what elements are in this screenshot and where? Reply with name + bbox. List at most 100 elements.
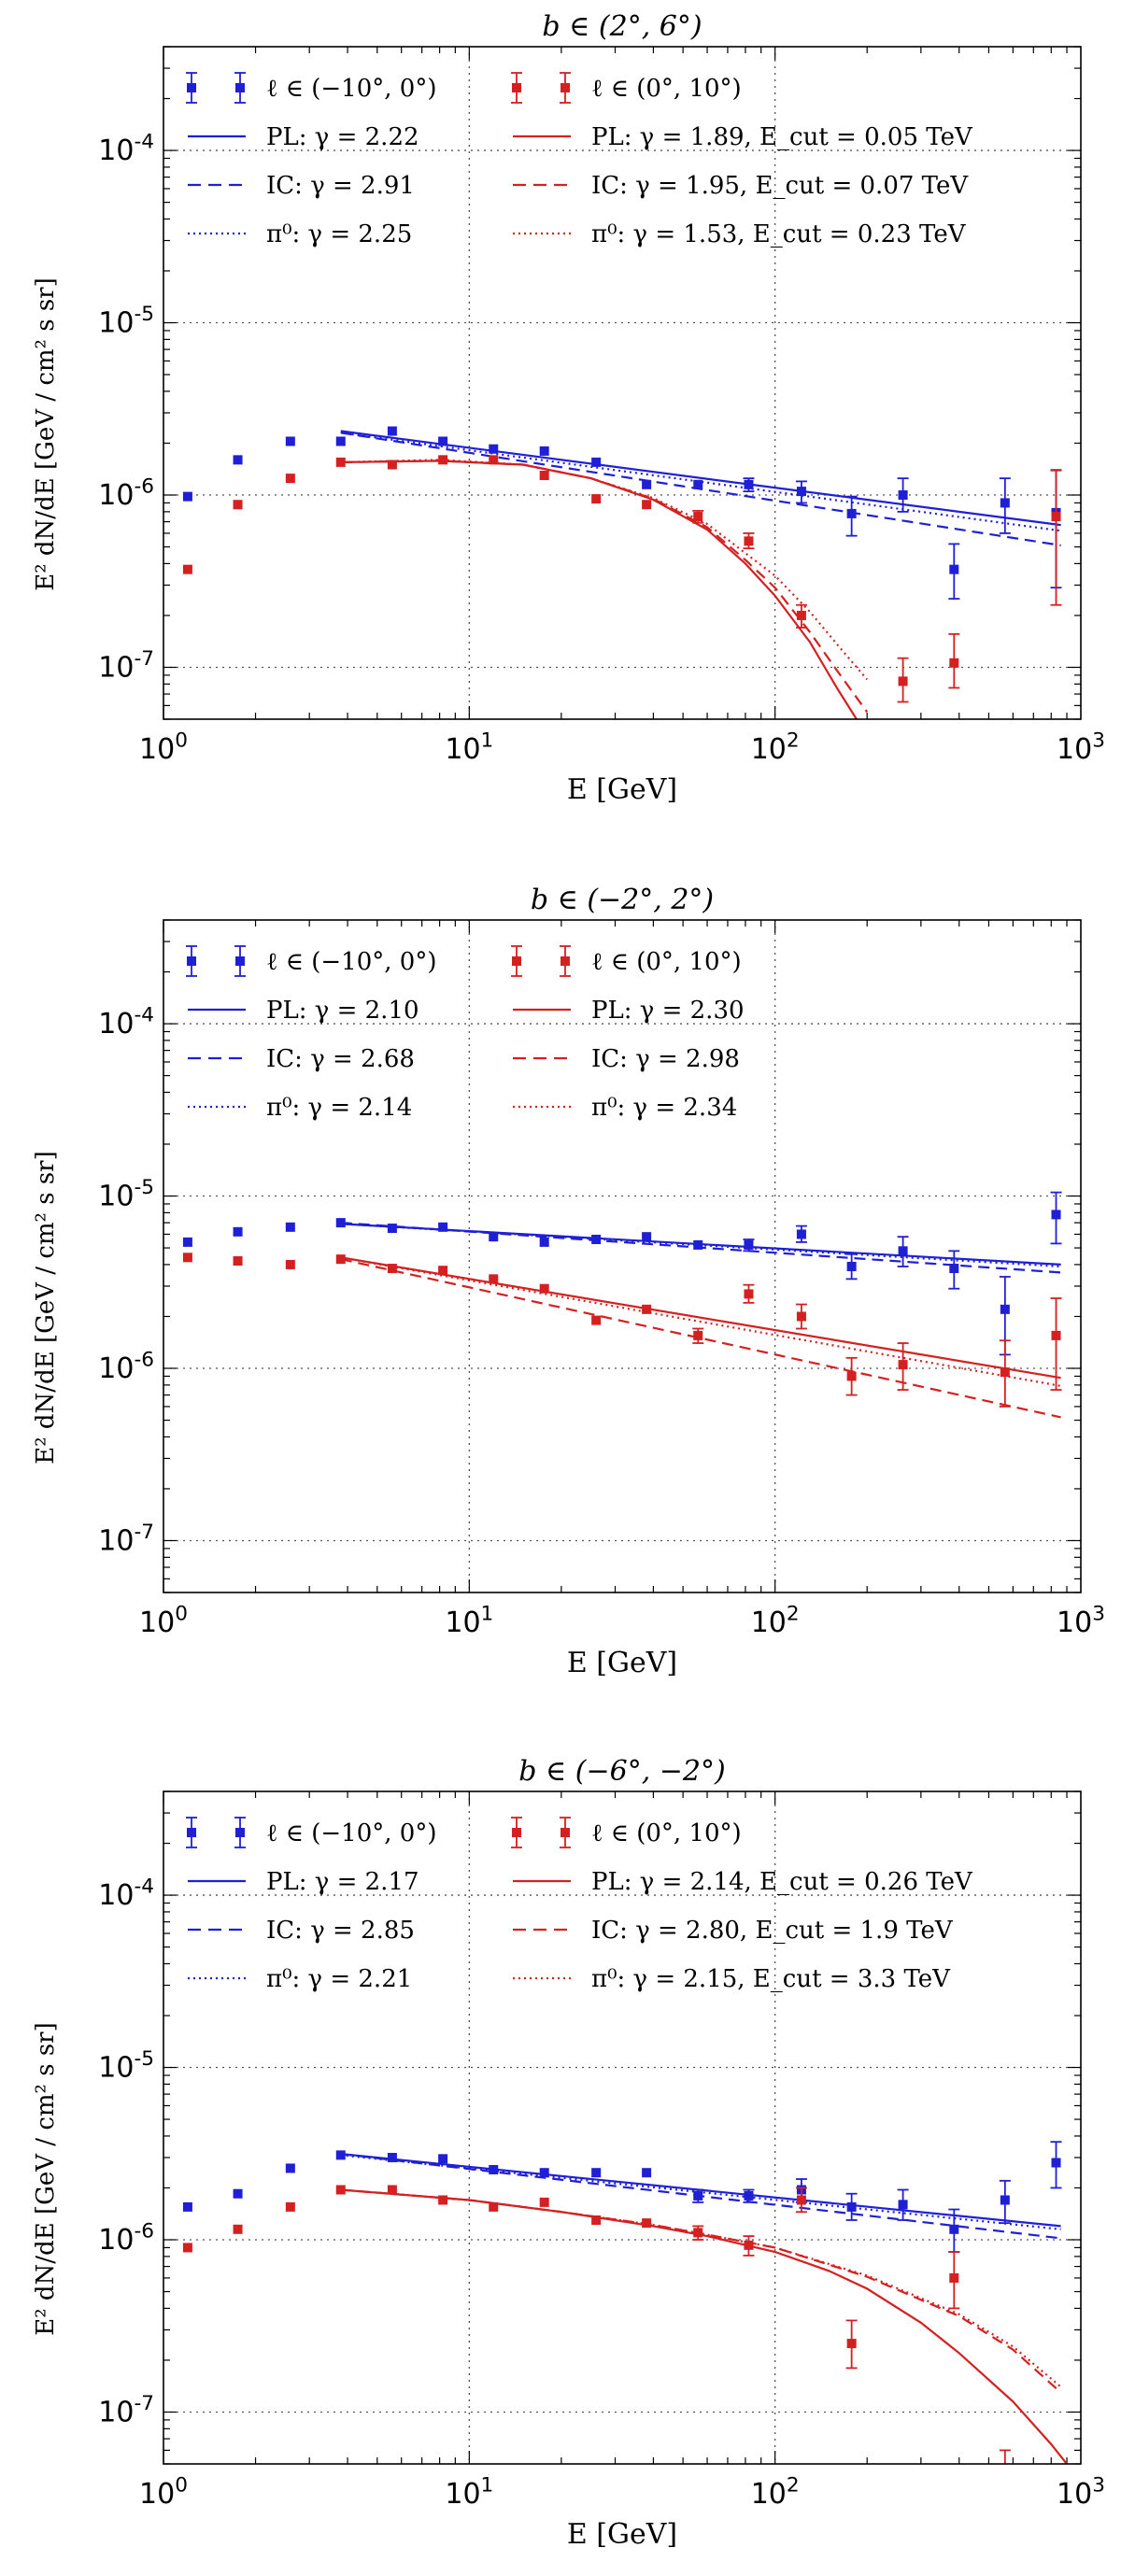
- data-point: [796, 487, 806, 497]
- data-point: [693, 2190, 703, 2201]
- legend-marker: [512, 83, 521, 92]
- legend-label-blue-pi: π⁰: γ = 2.14: [266, 1094, 412, 1122]
- data-point: [744, 536, 754, 546]
- data-point: [182, 1237, 192, 1247]
- series-red: [182, 2185, 1011, 2464]
- data-point: [1000, 1367, 1010, 1378]
- data-point: [591, 2168, 602, 2178]
- data-point: [335, 436, 346, 446]
- x-axis-label: E [GeV]: [567, 2518, 677, 2551]
- legend-label-red-data: ℓ ∈ (0°, 10°): [591, 75, 742, 103]
- plot-area: [182, 1191, 1062, 1419]
- legend: ℓ ∈ (−10°, 0°) ℓ ∈ (0°, 10°) PL: γ = 2.17 P…: [186, 1817, 973, 1993]
- data-point: [642, 1232, 652, 1242]
- legend-marker: [560, 1828, 570, 1837]
- data-point: [539, 470, 549, 480]
- legend-label-blue-pl: PL: γ = 2.17: [266, 1868, 419, 1896]
- data-point: [949, 658, 959, 668]
- legend-label-red-pi: π⁰: γ = 1.53, E_cut = 0.23 TeV: [591, 220, 967, 248]
- x-tick-label: 103: [1057, 1602, 1105, 1639]
- data-point: [285, 1259, 295, 1269]
- data-point: [744, 1239, 754, 1250]
- y-tick-label: 10-4: [98, 130, 154, 167]
- data-point: [285, 474, 295, 484]
- legend: ℓ ∈ (−10°, 0°) ℓ ∈ (0°, 10°) PL: γ = 2.22 P…: [186, 72, 973, 248]
- series-red: [182, 1253, 1062, 1408]
- axes-frame: [163, 919, 1082, 1593]
- data-point: [438, 1266, 448, 1276]
- x-tick-labels: 100 101 102 103: [139, 729, 1105, 766]
- legend: ℓ ∈ (−10°, 0°) ℓ ∈ (0°, 10°) PL: γ = 2.10 P…: [186, 945, 745, 1122]
- y-tick-label: 10-5: [98, 303, 154, 340]
- legend-label-blue-ic: IC: γ = 2.68: [266, 1045, 415, 1073]
- data-point: [846, 1371, 857, 1381]
- legend-label-blue-pi: π⁰: γ = 2.25: [266, 220, 412, 248]
- data-point: [591, 2215, 602, 2225]
- data-point: [1051, 512, 1061, 522]
- data-point: [539, 446, 549, 456]
- data-point: [693, 1239, 703, 1250]
- x-tick-label: 101: [445, 729, 493, 766]
- y-axis-label-group: E² dN/dE [GeV / cm² s sr]: [32, 2022, 60, 2336]
- data-point: [642, 2168, 652, 2178]
- x-tick-label: 101: [445, 1602, 493, 1639]
- legend-marker: [512, 956, 521, 966]
- data-point: [489, 444, 499, 454]
- data-point: [949, 2224, 959, 2234]
- series-blue: [182, 426, 1062, 600]
- fit-line-pi0-blue: [340, 1223, 1061, 1268]
- y-axis-label: E² dN/dE [GeV / cm² s sr]: [32, 277, 60, 591]
- legend-label-red-ic: IC: γ = 2.98: [591, 1045, 740, 1073]
- chart-title: b ∈ (−6°, −2°): [518, 1755, 725, 1788]
- data-point: [489, 2201, 499, 2212]
- fit-line-ic-red: [340, 2188, 1062, 2394]
- fit-line-pl-blue: [340, 430, 1061, 527]
- y-axis-label: E² dN/dE [GeV / cm² s sr]: [32, 1151, 60, 1465]
- data-point: [335, 1218, 346, 1228]
- x-tick-label: 100: [139, 2473, 188, 2511]
- legend-label-red-pl: PL: γ = 1.89, E_cut = 0.05 TeV: [591, 123, 973, 151]
- x-tick-label: 101: [445, 2473, 493, 2511]
- y-axis-label: E² dN/dE [GeV / cm² s sr]: [32, 2022, 60, 2336]
- data-point: [898, 1246, 908, 1256]
- fit-line-pl-red: [340, 1256, 1061, 1380]
- data-point: [744, 1289, 754, 1299]
- plot-area: [182, 2141, 1068, 2464]
- data-point: [796, 2195, 806, 2205]
- legend-marker: [235, 956, 245, 966]
- data-point: [182, 1253, 192, 1263]
- data-point: [1051, 1210, 1061, 1220]
- legend-marker: [235, 83, 245, 92]
- data-point: [846, 508, 857, 518]
- ticks: [163, 46, 1081, 720]
- data-point: [285, 2163, 295, 2173]
- data-point: [285, 1222, 295, 1232]
- y-tick-label: 10-4: [98, 1875, 154, 1912]
- legend-marker: [560, 83, 570, 92]
- data-point: [642, 2218, 652, 2229]
- data-point: [438, 436, 448, 446]
- y-tick-labels: 10-7 10-6 10-5 10-4: [98, 130, 154, 684]
- data-point: [693, 479, 703, 489]
- x-tick-label: 100: [139, 1602, 188, 1639]
- data-point: [489, 1232, 499, 1242]
- legend-label-red-pl: PL: γ = 2.14, E_cut = 0.26 TeV: [591, 1868, 973, 1896]
- legend-label-red-ic: IC: γ = 1.95, E_cut = 0.07 TeV: [591, 172, 969, 200]
- data-point: [438, 455, 448, 465]
- x-tick-label: 103: [1057, 729, 1105, 766]
- y-tick-label: 10-7: [98, 2392, 154, 2429]
- legend-label-blue-pl: PL: γ = 2.22: [266, 123, 419, 151]
- data-point: [233, 455, 243, 465]
- data-point: [898, 676, 908, 686]
- data-point: [233, 2188, 243, 2199]
- data-point: [335, 457, 346, 467]
- data-point: [949, 564, 959, 574]
- data-point: [233, 500, 243, 510]
- data-point: [438, 1222, 448, 1232]
- fit-line-ic-red: [340, 460, 869, 714]
- data-point: [285, 2201, 295, 2212]
- y-tick-label: 10-5: [98, 2047, 154, 2085]
- y-tick-labels: 10-7 10-6 10-5 10-4: [98, 1875, 154, 2428]
- y-tick-labels: 10-7 10-6 10-5 10-4: [98, 1003, 154, 1557]
